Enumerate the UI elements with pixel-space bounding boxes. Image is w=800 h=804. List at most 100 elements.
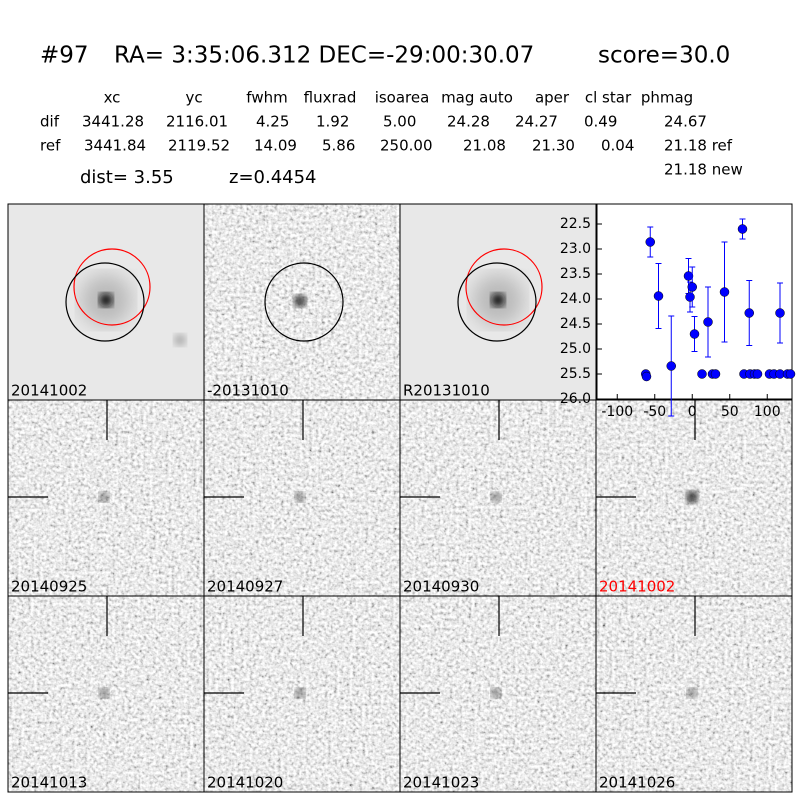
table-cell: 2119.52	[168, 137, 230, 155]
red-circle	[465, 248, 543, 326]
table-cell: 0.04	[601, 137, 634, 155]
x-tick-label: 100	[754, 404, 781, 420]
column-header: fwhm	[246, 89, 287, 107]
column-header: phmag	[641, 89, 693, 107]
x-tick-label: -50	[643, 404, 666, 420]
redshift: z=0.4454	[229, 167, 317, 188]
image-panel: R20131010	[399, 203, 597, 401]
table-cell: 24.67	[664, 113, 707, 131]
lightcurve-plot: 22.5 23.0 23.5 24.0 24.5 25.0 25.5 26.0 -100 -50 0…	[560, 203, 796, 420]
image-panel: 20140930	[399, 399, 597, 597]
source	[687, 688, 697, 698]
column-header: cl star	[585, 89, 632, 107]
table-cell: 4.25	[256, 113, 289, 131]
source	[99, 492, 109, 502]
dist: dist= 3.55	[80, 167, 174, 188]
column-header: yc	[185, 89, 202, 107]
source	[491, 293, 505, 307]
image	[400, 204, 596, 400]
point	[685, 292, 695, 302]
image-panel: 20141002	[595, 399, 793, 597]
source	[491, 492, 501, 502]
image	[596, 400, 792, 596]
title-score: score=30.0	[598, 43, 730, 69]
point	[653, 291, 664, 301]
point	[737, 224, 748, 234]
image	[8, 204, 204, 400]
black-circle	[65, 262, 145, 342]
point	[641, 371, 652, 382]
panels: 20141002 -20131010 R20131010 20140925 201409…	[7, 203, 793, 793]
image-panel: 20141002	[7, 203, 205, 401]
image	[204, 400, 400, 596]
point	[689, 329, 700, 339]
image-panel: 20140925	[7, 399, 205, 597]
image	[400, 400, 596, 596]
source	[491, 688, 501, 698]
source	[294, 295, 306, 307]
image-panel: 20140927	[203, 399, 401, 597]
title-coords: RA= 3:35:06.312 DEC=-29:00:30.07	[114, 43, 534, 69]
point	[645, 237, 655, 247]
point	[719, 287, 730, 297]
panel-label: 20140930	[403, 578, 479, 596]
panel-label: 20140925	[11, 578, 87, 596]
image	[596, 596, 792, 792]
panel-label: 20141013	[11, 774, 87, 792]
point	[744, 308, 754, 318]
image	[204, 204, 400, 400]
table-cell: 21.08	[463, 137, 506, 155]
image	[8, 400, 204, 596]
table-cell: 3441.28	[82, 113, 144, 131]
image-panel: 20141026	[595, 595, 793, 793]
source	[686, 491, 698, 503]
table-cell: 21.30	[532, 137, 575, 155]
table-cell: 250.00	[380, 137, 433, 155]
source	[99, 293, 113, 307]
table-cell: 5.86	[322, 137, 355, 155]
table-cell: 1.92	[316, 113, 349, 131]
point	[683, 271, 694, 281]
title-id: #97	[40, 43, 89, 69]
y-tick-label: 23.5	[560, 266, 591, 282]
panel-border	[595, 595, 793, 793]
y-tick-label: 22.5	[560, 216, 591, 232]
table-cell: 2116.01	[166, 113, 228, 131]
panel-label: 20141026	[599, 774, 675, 792]
source	[295, 492, 305, 502]
source	[99, 688, 109, 698]
row-label: dif	[40, 113, 60, 131]
x-tick-label: -100	[601, 404, 633, 420]
column-header: isoarea	[375, 89, 430, 107]
panel-label: 20141020	[207, 774, 283, 792]
plot-bg	[596, 203, 793, 400]
table-cell: 24.28	[447, 113, 490, 131]
black-circle	[457, 262, 537, 342]
source	[295, 688, 305, 698]
image	[204, 596, 400, 792]
point	[752, 369, 763, 379]
column-header: fluxrad	[304, 89, 357, 107]
table-cell: 21.18 ref	[664, 137, 733, 155]
table-cell: 3441.84	[84, 137, 146, 155]
column-header: xc	[104, 89, 121, 107]
table-cell: 24.27	[515, 113, 558, 131]
row-label: ref	[40, 137, 61, 155]
panel-label: R20131010	[403, 382, 490, 400]
point	[785, 369, 796, 379]
point	[697, 369, 707, 379]
panel-label: -20131010	[207, 382, 289, 400]
y-tick-label: 24.0	[560, 291, 591, 307]
panel-label: 20141023	[403, 774, 479, 792]
point	[687, 282, 697, 292]
column-header: mag auto	[441, 89, 513, 107]
x-tick-label: 50	[721, 404, 739, 420]
x-tick-label: 0	[688, 404, 697, 420]
panel-label: 20140927	[207, 578, 283, 596]
y-tick-label: 23.0	[560, 241, 591, 257]
red-circle	[73, 248, 151, 326]
y-tick-label: 25.0	[560, 341, 591, 357]
image-panel: -20131010	[203, 203, 401, 401]
